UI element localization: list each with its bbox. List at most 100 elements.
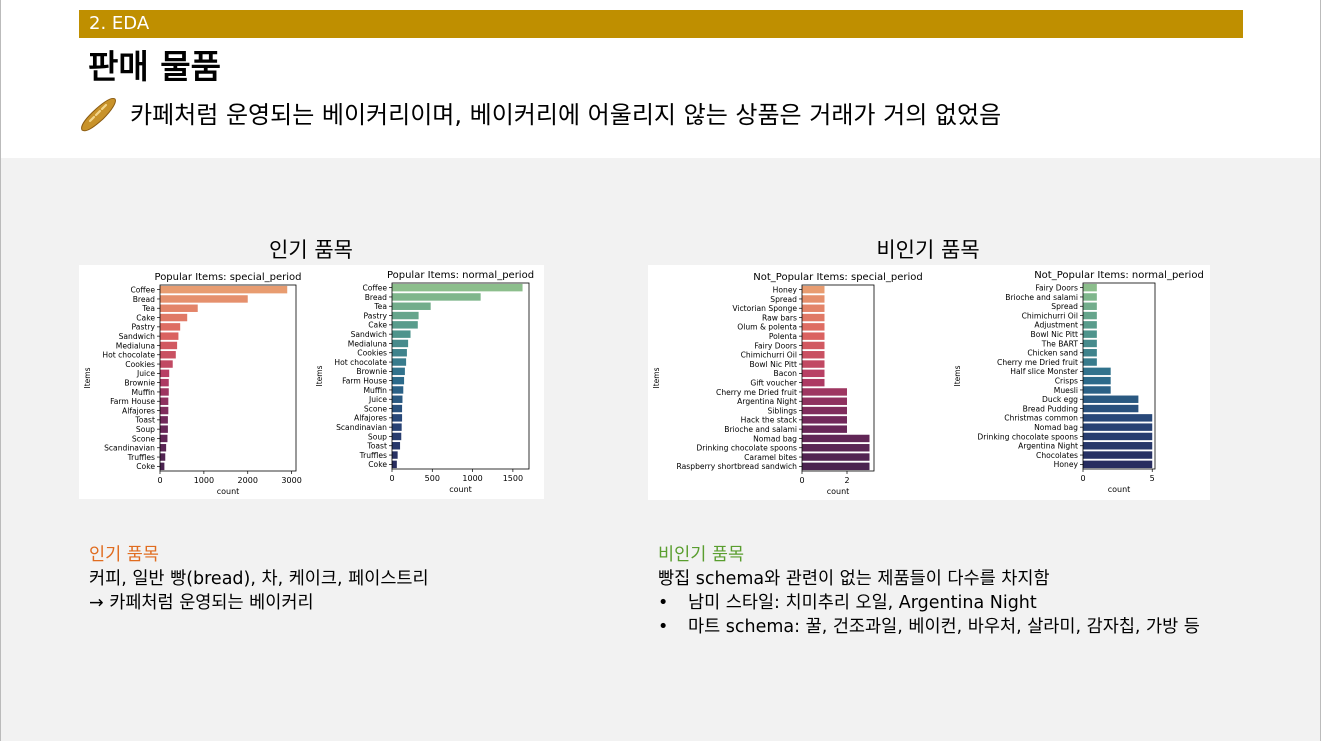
- bar: [1083, 358, 1097, 366]
- y-tick-label: Hot chocolate: [334, 358, 387, 367]
- y-tick-label: Farm House: [110, 397, 155, 406]
- y-tick-label: Hot chocolate: [102, 351, 155, 360]
- chart-title: Not_Popular Items: special_period: [753, 272, 922, 283]
- bar: [160, 351, 176, 359]
- y-tick-label: Scone: [132, 434, 155, 443]
- popular-charts-panel: Popular Items: special_period Coffee Bread…: [79, 265, 544, 499]
- bar: [392, 414, 403, 422]
- y-tick-label: Bread Pudding: [1023, 404, 1079, 413]
- bar: [392, 311, 419, 320]
- x-tick-label: 2000: [238, 476, 258, 485]
- bullet-text: 마트 schema: 꿀, 건조과일, 베이컨, 바우처, 살라미, 감자칩, …: [688, 617, 1200, 637]
- y-tick-label: Sandwich: [119, 332, 156, 341]
- bar: [392, 321, 418, 329]
- bar: [802, 332, 825, 340]
- y-tick-label: Farm House: [342, 376, 387, 385]
- x-tick-label: 3000: [281, 476, 301, 485]
- bar: [802, 434, 870, 443]
- x-tick-label: 1000: [194, 476, 214, 485]
- bullet-dot: •: [658, 593, 669, 613]
- bar: [160, 453, 166, 461]
- y-tick-label: Toast: [134, 416, 155, 425]
- y-tick-label: Chocolates: [1036, 451, 1078, 460]
- y-tick-label: Raspberry shortbread sandwich: [677, 462, 798, 471]
- page-subtitle: 카페처럼 운영되는 베이커리이며, 베이커리에 어울리지 않는 상품은 거래가 …: [130, 101, 1002, 129]
- unpopular-note: 비인기 품목 빵집 schema와 관련이 없는 제품들이 다수를 차지함 • …: [658, 543, 1298, 639]
- bar: [802, 462, 870, 471]
- bar: [160, 425, 168, 433]
- y-tick-label: Chimichurri Oil: [1022, 311, 1078, 320]
- y-tick-label: Crisps: [1055, 376, 1078, 385]
- bar: [1083, 330, 1097, 338]
- y-tick-label: Bread: [133, 295, 155, 304]
- bar: [1083, 311, 1097, 320]
- y-tick-label: Bowl Nic Pitt: [750, 360, 797, 369]
- bar: [392, 395, 403, 403]
- x-tick-label: 0: [389, 474, 394, 483]
- y-tick-label: Soup: [136, 425, 155, 434]
- bar: [160, 388, 169, 396]
- y-tick-label: Spread: [770, 295, 797, 304]
- bar: [160, 285, 288, 294]
- bar: [160, 462, 165, 471]
- y-tick-label: Pastry: [132, 323, 156, 332]
- chart-title: Not_Popular Items: normal_period: [1034, 270, 1204, 281]
- bar: [160, 313, 188, 322]
- y-tick-label: Medialuna: [116, 341, 155, 350]
- y-tick-label: Hack the stack: [741, 416, 798, 425]
- x-axis-label: count: [449, 485, 472, 494]
- popular-note: 인기 품목 커피, 일반 빵(bread), 차, 케이크, 페이스트리 → 카…: [89, 543, 609, 615]
- bar: [802, 425, 847, 433]
- bar: [1083, 283, 1097, 292]
- y-tick-label: Nomad bag: [1034, 423, 1078, 432]
- y-tick-label: Honey: [1054, 460, 1079, 469]
- y-tick-label: Pastry: [364, 311, 388, 320]
- y-tick-label: Scone: [364, 404, 387, 413]
- bar: [160, 434, 168, 443]
- bar: [802, 369, 825, 378]
- bullet-text: 남미 스타일: 치미추리 오일, Argentina Night: [688, 593, 1037, 613]
- chart-title: Popular Items: special_period: [155, 272, 302, 283]
- x-tick-label: 1000: [462, 474, 482, 483]
- bar: [1083, 395, 1139, 403]
- bar: [160, 323, 181, 331]
- bar: [392, 460, 397, 469]
- chart-group: Not_Popular Items: normal_period Fairy Do…: [953, 270, 1204, 494]
- bar: [392, 367, 405, 376]
- bar: [160, 332, 179, 340]
- bar: [160, 295, 248, 303]
- bar: [802, 285, 825, 294]
- bar: [392, 293, 481, 301]
- bar: [802, 360, 825, 368]
- bar: [392, 451, 398, 459]
- bar: [392, 386, 404, 394]
- chart-group: Popular Items: special_periodCoffeeBread…: [83, 272, 302, 496]
- bar: [392, 283, 523, 292]
- y-tick-label: Coffee: [130, 285, 155, 294]
- y-tick-label: Cherry me Dried fruit: [716, 388, 797, 397]
- bar: [392, 302, 431, 310]
- x-tick-label: 0: [799, 476, 804, 485]
- y-tick-label: Polenta: [769, 332, 797, 341]
- y-axis-label: Items: [83, 367, 92, 388]
- y-tick-label: Brownie: [124, 378, 155, 387]
- bar: [1083, 451, 1153, 459]
- popular-note-heading: 인기 품목: [89, 545, 159, 565]
- page-title: 판매 물품: [88, 47, 221, 86]
- y-tick-label: Drinking chocolate spoons: [977, 432, 1078, 441]
- bar: [1083, 414, 1153, 422]
- y-tick-label: Cherry me Dried fruit: [997, 358, 1078, 367]
- y-tick-label: Soup: [368, 432, 387, 441]
- y-tick-label: Argentina Night: [737, 397, 797, 406]
- y-tick-label: Tea: [373, 302, 387, 311]
- bar: [392, 432, 402, 441]
- y-axis-label: Items: [652, 367, 661, 388]
- y-tick-label: Honey: [773, 285, 798, 294]
- y-tick-label: Sandwich: [351, 330, 388, 339]
- y-tick-label: Tea: [141, 304, 155, 313]
- unpopular-bullet-2: • 마트 schema: 꿀, 건조과일, 베이컨, 바우처, 살라미, 감자칩…: [658, 615, 1298, 639]
- y-tick-label: Truffles: [359, 451, 387, 460]
- bar: [802, 444, 870, 452]
- y-tick-label: Olum & polenta: [737, 323, 797, 332]
- y-axis-label: Items: [315, 365, 324, 386]
